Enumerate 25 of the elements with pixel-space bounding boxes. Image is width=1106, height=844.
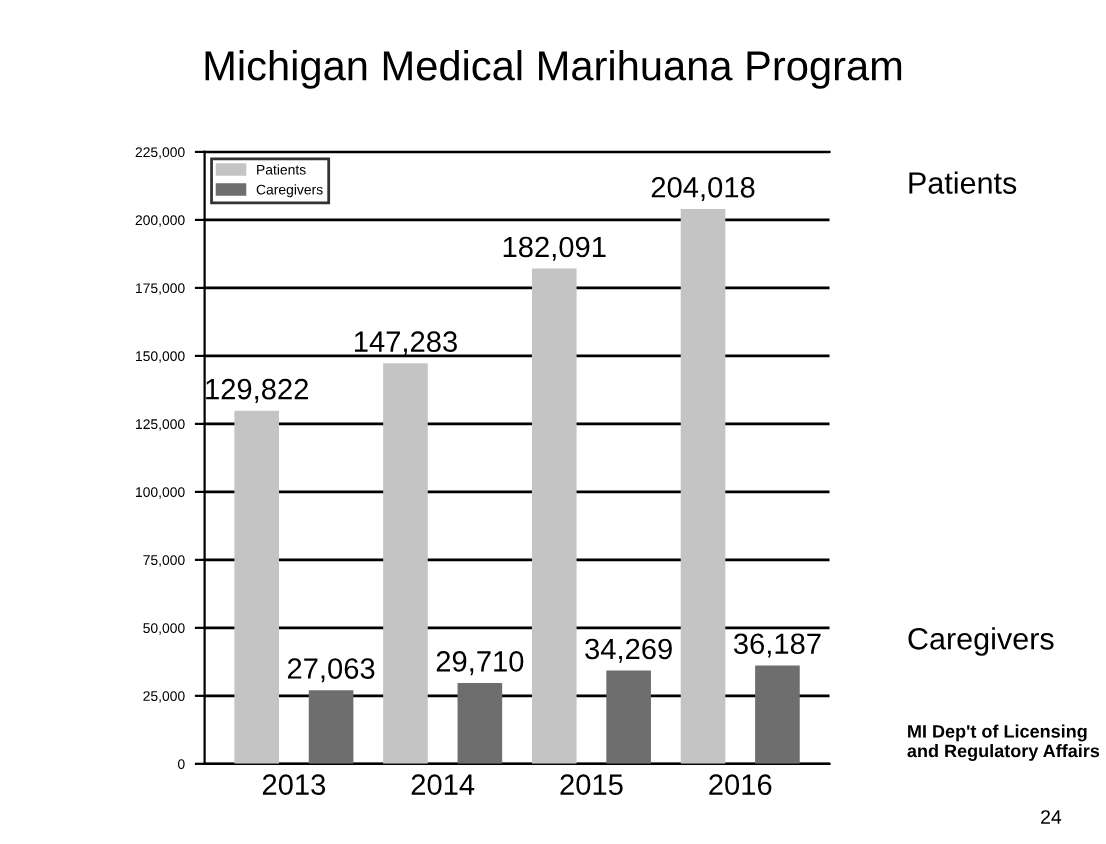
data-label: 27,063 [287, 658, 375, 683]
bar [606, 670, 651, 764]
data-label: 182,091 [503, 236, 606, 261]
chart-title: Michigan Medical Marihuana Program [205, 49, 902, 89]
bar [680, 208, 726, 764]
bar [308, 690, 354, 764]
x-tick-label: 2013 [262, 774, 326, 795]
bar [234, 410, 279, 764]
bar [457, 683, 503, 764]
bar [531, 268, 577, 764]
text: MI Dep't of Licensing and Regulatory Affairs [907, 724, 1100, 761]
data-label: 147,283 [354, 331, 457, 356]
data-label: 204,018 [651, 177, 755, 202]
text: 24 [1041, 810, 1062, 824]
data-label: 34,269 [585, 638, 672, 663]
x-tick-label: 2016 [709, 774, 772, 795]
text: Patients [909, 171, 1017, 194]
bar [383, 363, 428, 764]
data-label: 36,187 [733, 633, 821, 658]
text: Caregivers [908, 627, 1054, 656]
x-tick-label: 2014 [411, 774, 475, 795]
bar [755, 665, 800, 764]
data-label: 29,710 [436, 651, 524, 676]
data-label: 129,822 [206, 378, 308, 403]
x-tick-label: 2015 [560, 774, 623, 795]
